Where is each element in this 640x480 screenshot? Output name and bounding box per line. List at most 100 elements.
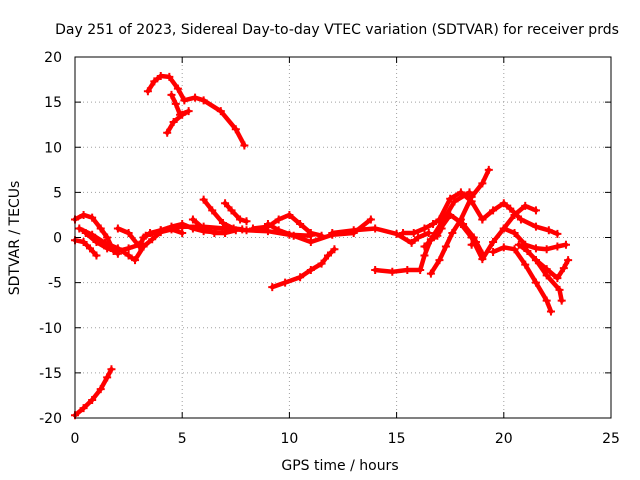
data-point — [557, 296, 566, 305]
data-point — [403, 265, 412, 274]
data-point — [328, 228, 337, 237]
data-point — [221, 228, 230, 237]
data-point — [124, 228, 133, 237]
data-point — [229, 224, 238, 233]
y-tick-label: -5 — [48, 276, 62, 292]
data-point — [92, 251, 101, 260]
data-point — [441, 242, 450, 251]
data-point — [448, 228, 457, 237]
series-pass-23 — [489, 243, 555, 316]
chart-title: Day 251 of 2023, Sidereal Day-to-day VTE… — [55, 22, 619, 38]
data-point — [240, 141, 249, 150]
data-point — [510, 245, 519, 254]
data-point — [426, 269, 435, 278]
data-series — [71, 71, 573, 420]
data-point — [499, 199, 508, 208]
data-point — [79, 238, 88, 247]
data-point — [86, 244, 95, 253]
data-point — [409, 228, 418, 237]
data-point — [371, 265, 380, 274]
data-point — [399, 228, 408, 237]
data-point — [426, 236, 435, 245]
series-pass-26 — [531, 256, 573, 283]
data-point — [281, 278, 290, 287]
data-point — [176, 110, 185, 119]
data-point — [113, 224, 122, 233]
data-point — [489, 247, 498, 256]
x-tick-label: 5 — [178, 431, 187, 447]
data-point — [542, 296, 551, 305]
data-point — [531, 244, 540, 253]
data-point — [96, 385, 105, 394]
data-point — [103, 233, 112, 242]
data-point — [167, 90, 176, 99]
x-tick-label: 25 — [602, 431, 620, 447]
series-pass-2 — [71, 236, 101, 260]
data-point — [88, 395, 97, 404]
data-point — [420, 224, 429, 233]
data-point — [531, 278, 540, 287]
data-point — [478, 215, 487, 224]
data-point — [446, 194, 455, 203]
data-point — [416, 265, 425, 274]
data-point — [323, 251, 332, 260]
series-pass-10 — [221, 199, 251, 226]
data-point — [467, 197, 476, 206]
data-point — [274, 226, 283, 235]
y-tick-label: -10 — [39, 321, 62, 337]
data-point — [124, 244, 133, 253]
axis-ticks: 0 5 10 15 20 25 -20 -15 -10 -5 0 5 10 15 20 — [39, 50, 620, 447]
data-point — [178, 222, 187, 231]
data-point — [478, 179, 487, 188]
data-point — [231, 125, 240, 134]
data-point — [188, 215, 197, 224]
data-point — [306, 228, 315, 237]
data-point — [544, 226, 553, 235]
data-point — [523, 247, 532, 256]
data-point — [478, 255, 487, 264]
data-point — [514, 240, 523, 249]
data-point — [433, 228, 442, 237]
y-tick-label: -20 — [39, 411, 62, 427]
data-point — [531, 206, 540, 215]
data-point — [306, 238, 315, 247]
x-tick-label: 20 — [495, 431, 513, 447]
data-point — [510, 228, 519, 237]
data-point — [506, 204, 515, 213]
data-point — [564, 256, 573, 265]
data-point — [131, 256, 140, 265]
data-point — [199, 195, 208, 204]
data-point — [521, 201, 530, 210]
data-point — [180, 96, 189, 105]
y-tick-label: 15 — [44, 95, 62, 111]
data-point — [531, 256, 540, 265]
y-tick-label: 0 — [53, 231, 62, 247]
data-point — [173, 84, 182, 93]
data-point — [238, 225, 247, 234]
series-trace — [428, 167, 492, 276]
series-pass-9 — [199, 195, 247, 234]
data-point — [218, 219, 227, 228]
data-point — [489, 238, 498, 247]
data-point — [414, 233, 423, 242]
data-point — [465, 188, 474, 197]
data-point — [227, 206, 236, 215]
data-point — [285, 210, 294, 219]
data-point — [135, 242, 144, 251]
data-point — [216, 107, 225, 116]
data-point — [156, 71, 165, 80]
data-point — [263, 219, 272, 228]
data-point — [521, 260, 530, 269]
data-point — [242, 217, 251, 226]
x-tick-label: 10 — [280, 431, 298, 447]
data-point — [553, 229, 562, 238]
data-point — [81, 228, 90, 237]
data-point — [88, 213, 97, 222]
series-pass-11 — [188, 215, 230, 237]
data-point — [542, 265, 551, 274]
series-pass-22 — [478, 199, 562, 238]
data-point — [103, 373, 112, 382]
series-trace — [72, 237, 99, 258]
data-point — [171, 99, 180, 108]
data-point — [424, 228, 433, 237]
